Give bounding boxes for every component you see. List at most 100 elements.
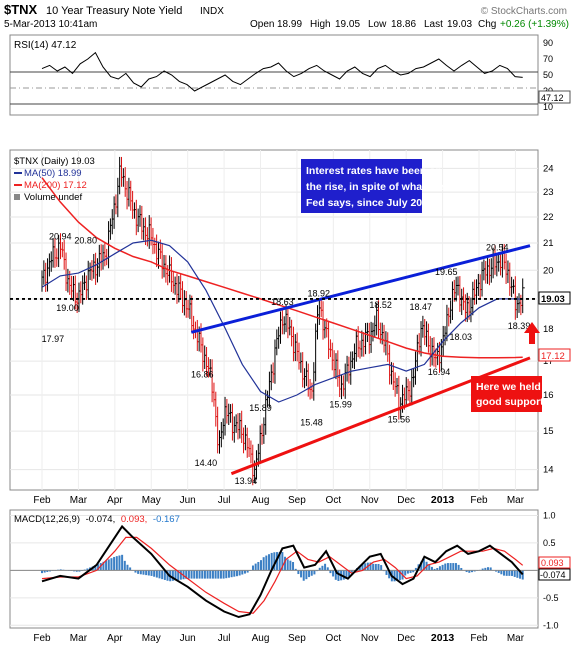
- macd-histogram-bar: [497, 570, 500, 573]
- macd-histogram-bar: [46, 570, 49, 572]
- macd-label-name: MACD(12,26,9): [14, 514, 80, 525]
- rsi-tick-label: 50: [543, 70, 553, 80]
- macd-histogram-bar: [227, 570, 230, 578]
- month-label: Mar: [507, 633, 525, 644]
- month-label: Oct: [326, 495, 342, 506]
- macd-histogram-bar: [137, 570, 140, 574]
- month-label: May: [142, 633, 161, 644]
- macd-histogram-bar: [489, 567, 492, 571]
- price-tick-label: 15: [543, 426, 554, 437]
- month-label: Oct: [326, 633, 342, 644]
- macd-histogram-bar: [142, 570, 145, 575]
- annotation-top-line-3: Fed says, since July 2012: [306, 197, 434, 209]
- high-label: High: [310, 19, 331, 30]
- macd-histogram-bar: [222, 570, 225, 579]
- macd-histogram-bar: [110, 558, 113, 571]
- macd-histogram-bar: [465, 570, 468, 573]
- upper-trendline: [190, 244, 531, 334]
- macd-histogram-bar: [388, 570, 391, 579]
- price-tick-label: 18: [543, 324, 554, 335]
- macd-histogram-bar: [516, 570, 519, 578]
- macd-badge-box: [538, 568, 571, 581]
- macd-histogram-bar: [372, 563, 375, 571]
- month-label: Sep: [288, 495, 306, 506]
- macd-histogram-bar: [86, 568, 89, 571]
- rsi-badge: 47.12: [541, 93, 564, 103]
- last-label: Last: [424, 19, 443, 30]
- macd-histogram-bar: [385, 570, 388, 575]
- macd-histogram-bar: [126, 564, 129, 571]
- exchange: INDX: [200, 6, 224, 17]
- price-annotation-label: 18.39: [508, 321, 531, 331]
- macd-histogram-bar: [348, 570, 351, 577]
- macd-histogram-bar: [134, 570, 137, 573]
- macd-histogram-bar: [358, 565, 361, 571]
- month-label: Jun: [180, 495, 196, 506]
- price-legend: $TNX (Daily) 19.03 MA(50) 18.99 MA(200) …: [14, 156, 95, 203]
- macd-histogram-bar: [308, 570, 311, 578]
- month-label: Jul: [218, 633, 231, 644]
- price-annotation-label: 19.00: [56, 303, 79, 313]
- macd-histogram-bar: [179, 570, 182, 580]
- macd-histogram-bar: [49, 570, 52, 572]
- macd-histogram-bar: [153, 570, 156, 577]
- month-label: Jul: [218, 495, 231, 506]
- rsi-tick-label: 70: [543, 54, 553, 64]
- macd-histogram-bar: [97, 564, 100, 571]
- macd-histogram-bar: [241, 570, 244, 575]
- macd-histogram-bar: [468, 570, 471, 573]
- macd-histogram-bar: [265, 555, 268, 571]
- macd-histogram-bar: [302, 570, 305, 581]
- macd-histogram-bar: [187, 570, 190, 579]
- support-arrow-icon: [524, 322, 540, 344]
- macd-histogram-bar: [219, 570, 222, 579]
- macd-histogram-bar: [262, 557, 265, 571]
- price-tick-label: 24: [543, 163, 554, 174]
- macd-histogram-bar: [217, 570, 220, 579]
- price-annotation-label: 13.94: [235, 476, 258, 486]
- price-tick-label: 16: [543, 390, 554, 401]
- macd-histogram-bar: [313, 570, 316, 575]
- month-label: Jun: [180, 633, 196, 644]
- macd-histogram-bar: [305, 570, 308, 580]
- price-annotation-label: 20.54: [486, 242, 509, 252]
- month-label: Aug: [252, 495, 270, 506]
- watermark: © StockCharts.com: [481, 6, 567, 17]
- legend-volume: Volume undef: [24, 192, 82, 203]
- macd-histogram-bar: [235, 570, 238, 577]
- price-tick-label: 17: [543, 356, 554, 367]
- macd-signal-badge: 0.093: [541, 558, 564, 568]
- macd-histogram-bar: [398, 570, 401, 581]
- macd-histogram-bar: [41, 570, 43, 574]
- macd-histogram-bar: [422, 558, 425, 571]
- macd-label: MACD(12,26,9) -0.074, 0.093, -0.167: [14, 514, 180, 525]
- macd-histogram-bar: [190, 570, 193, 579]
- macd-histogram-bar: [225, 570, 228, 579]
- macd-panel: 1.00.50.0-0.5-1.0 MACD(12,26,9) -0.074, …: [9, 509, 571, 630]
- macd-histogram-bar: [369, 562, 372, 571]
- price-annotation-label: 16.86: [191, 370, 214, 380]
- price-tick-label: 21: [543, 238, 554, 249]
- macd-histogram-bar: [361, 563, 364, 571]
- price-tick-label: 22: [543, 212, 554, 223]
- macd-histogram-bar: [257, 561, 260, 571]
- macd-histogram-bar: [513, 570, 516, 577]
- macd-histogram-bar: [428, 564, 431, 571]
- rsi-badge-box: [538, 90, 571, 104]
- macd-histogram-bar: [284, 556, 287, 571]
- macd-histogram-bar: [438, 566, 441, 571]
- macd-histogram-bar: [446, 563, 449, 571]
- price-annotation-label: 15.89: [249, 403, 272, 413]
- month-label: Apr: [107, 633, 123, 644]
- macd-histogram-bar: [457, 564, 460, 571]
- open-value: 18.99: [277, 19, 302, 30]
- price-tick-label: 14: [543, 465, 554, 476]
- annotation-top-box: [301, 159, 422, 213]
- macd-histogram-bar: [460, 567, 463, 571]
- macd-histogram-bar: [521, 570, 524, 580]
- month-label: May: [142, 495, 161, 506]
- price-frame: [9, 149, 539, 491]
- macd-histogram-bar: [329, 570, 332, 574]
- macd-histogram-bar: [75, 570, 78, 572]
